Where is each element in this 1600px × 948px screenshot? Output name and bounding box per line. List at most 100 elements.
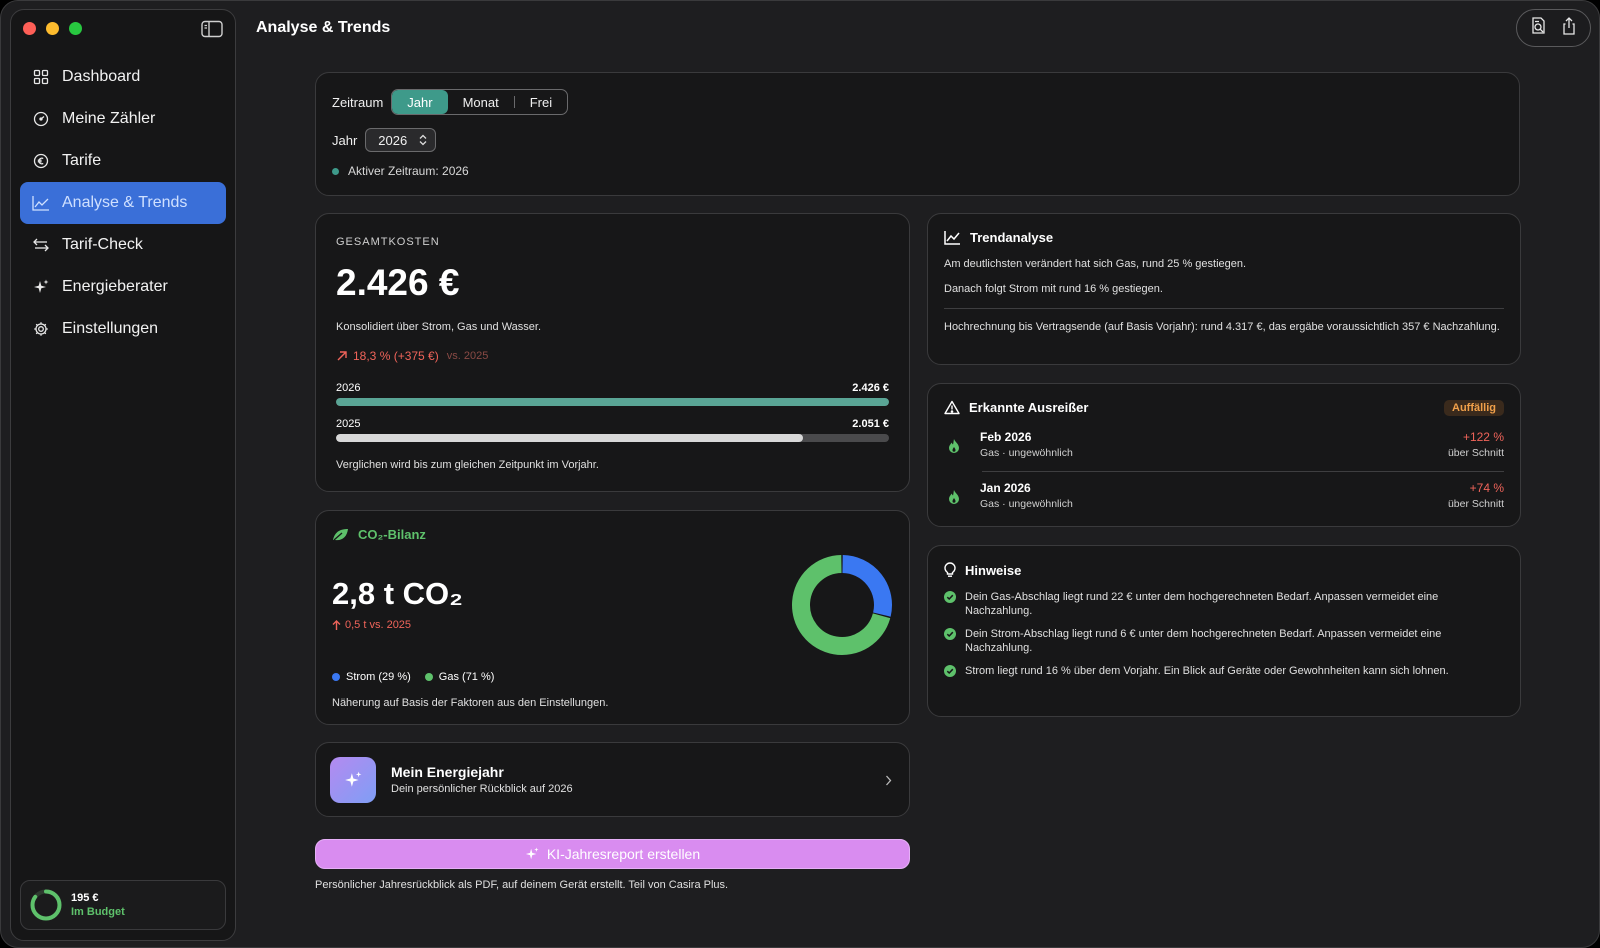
period-segmented-control: Jahr Monat Frei <box>391 89 569 115</box>
hint-item: Dein Strom-Abschlag liegt rund 6 € unter… <box>944 627 1504 655</box>
sidebar-item-label: Dashboard <box>62 68 141 85</box>
cost-row-year: 2026 <box>336 382 361 394</box>
sidebar-item-label: Tarife <box>62 152 102 169</box>
sidebar-item-meine-zaehler[interactable]: Meine Zähler <box>20 98 226 140</box>
traffic-lights <box>23 22 82 35</box>
ki-report-note: Persönlicher Jahresrückblick als PDF, au… <box>315 879 729 891</box>
segment-frei[interactable]: Frei <box>529 94 553 110</box>
period-label: Zeitraum <box>332 94 384 110</box>
gear-icon <box>32 320 50 338</box>
gauge-icon <box>32 110 50 128</box>
legend-label-gas: Gas (71 %) <box>438 671 495 683</box>
sidebar-item-label: Meine Zähler <box>62 110 156 127</box>
budget-ring <box>30 889 62 921</box>
chevron-updown-icon <box>419 134 427 146</box>
sidebar-nav: Dashboard Meine Zähler Tarife Analyse & … <box>20 56 226 350</box>
co2-donut-chart <box>792 555 892 655</box>
energy-year-title: Mein Energiejahr <box>391 764 504 780</box>
cost-bar-fill <box>336 434 804 442</box>
flame-icon <box>949 439 959 453</box>
ki-report-button-label: KI-Jahresreport erstellen <box>546 846 701 862</box>
segment-jahr[interactable]: Jahr <box>392 90 448 114</box>
cost-row-value: 2.426 € <box>852 382 889 394</box>
sidebar-item-dashboard[interactable]: Dashboard <box>20 56 226 98</box>
chart-line-icon <box>32 194 50 212</box>
hints-card: Hinweise Dein Gas-Abschlag liegt rund 22… <box>927 545 1521 717</box>
sidebar-item-tarife[interactable]: Tarife <box>20 140 226 182</box>
co2-heading: CO₂-Bilanz <box>358 527 426 542</box>
sidebar-item-label: Analyse & Trends <box>62 194 188 211</box>
outliers-card: Erkannte Ausreißer Auffällig Feb 2026 Ga… <box>927 383 1521 527</box>
donut-slice-0 <box>841 555 892 617</box>
sparkles-icon <box>345 771 362 787</box>
legend-dot-gas <box>424 673 433 681</box>
trend-forecast: Hochrechnung bis Vertragsende (auf Basis… <box>944 321 1500 333</box>
cost-row-value: 2.051 € <box>852 418 889 430</box>
year-select[interactable]: 2026 <box>365 128 437 152</box>
donut-slice-1 <box>792 555 891 655</box>
legend-label-strom: Strom (29 %) <box>346 671 411 683</box>
costs-subtitle: Konsolidiert über Strom, Gas und Wasser. <box>336 321 542 333</box>
sidebar-item-tarif-check[interactable]: Tarif-Check <box>20 224 226 266</box>
hints-heading: Hinweise <box>965 562 1022 578</box>
energy-year-icon <box>330 757 376 803</box>
budget-amount: 195 € <box>71 892 99 904</box>
co2-card: CO₂-Bilanz 2,8 t CO₂ 0,5 t vs. 2025 Stro… <box>315 510 910 725</box>
active-period-text: Aktiver Zeitraum: 2026 <box>348 164 469 178</box>
outlier-row: Feb 2026 Gas · ungewöhnlich +122 % über … <box>944 430 1504 466</box>
costs-vs: vs. 2025 <box>446 350 489 362</box>
close-window-button[interactable] <box>23 22 36 35</box>
sidebar-item-label: Energieberater <box>62 278 168 295</box>
hint-item: Strom liegt rund 16 % über dem Vorjahr. … <box>944 664 1504 678</box>
share-icon[interactable] <box>1559 16 1579 41</box>
year-label: Jahr <box>332 132 358 148</box>
leaf-icon <box>333 528 348 540</box>
cost-row-2026: 2026 2.426 € <box>336 382 889 406</box>
sidebar-item-einstellungen[interactable]: Einstellungen <box>20 308 226 350</box>
sparkles-icon <box>525 847 539 860</box>
co2-change: 0,5 t vs. 2025 <box>345 619 412 631</box>
co2-note: Näherung auf Basis der Faktoren aus den … <box>332 697 609 709</box>
cost-bar-2026 <box>336 398 889 406</box>
trend-line-1: Am deutlichsten verändert hat sich Gas, … <box>944 258 1247 270</box>
hints-list: Dein Gas-Abschlag liegt rund 22 € unter … <box>944 590 1504 678</box>
active-dot <box>332 167 339 175</box>
segment-monat[interactable]: Monat <box>462 94 499 110</box>
outlier-delta: +74 % <box>1469 481 1504 495</box>
zoom-window-button[interactable] <box>69 22 82 35</box>
sidebar-item-analyse-trends[interactable]: Analyse & Trends <box>20 182 226 224</box>
period-card: Zeitraum Jahr Monat Frei Jahr 2026 Aktiv… <box>315 72 1520 196</box>
report-search-icon[interactable] <box>1528 16 1548 41</box>
arrow-up-icon <box>332 619 341 630</box>
euro-icon <box>32 152 50 170</box>
budget-widget[interactable]: 195 € Im Budget <box>20 880 226 930</box>
lightbulb-icon <box>944 562 956 577</box>
energy-year-card[interactable]: Mein Energiejahr Dein persönlicher Rückb… <box>315 742 910 817</box>
chart-line-icon <box>944 231 960 245</box>
year-select-value: 2026 <box>378 132 408 148</box>
toolbar-buttons <box>1516 9 1591 47</box>
sidebar: Dashboard Meine Zähler Tarife Analyse & … <box>10 9 236 941</box>
sidebar-item-label: Einstellungen <box>62 320 159 337</box>
ki-report-button[interactable]: KI-Jahresreport erstellen <box>315 839 910 869</box>
sparkles-icon <box>32 278 50 296</box>
arrows-swap-icon <box>32 236 50 254</box>
outlier-rel: über Schnitt <box>1447 498 1504 510</box>
check-circle-icon <box>944 665 956 677</box>
arrow-up-right-icon <box>337 351 347 361</box>
cost-row-year: 2025 <box>336 418 361 430</box>
hint-text: Dein Gas-Abschlag liegt rund 22 € unter … <box>965 591 1439 617</box>
chevron-right-icon <box>886 775 892 786</box>
minimize-window-button[interactable] <box>46 22 59 35</box>
flame-icon <box>949 490 959 504</box>
sidebar-toggle-icon[interactable] <box>201 20 223 38</box>
hint-item: Dein Gas-Abschlag liegt rund 22 € unter … <box>944 590 1504 618</box>
sidebar-item-energieberater[interactable]: Energieberater <box>20 266 226 308</box>
costs-heading: GESAMTKOSTEN <box>336 236 440 248</box>
co2-legend: Strom (29 %) Gas (71 %) <box>332 671 494 683</box>
outlier-desc: Gas · ungewöhnlich <box>980 447 1073 459</box>
outliers-heading: Erkannte Ausreißer <box>969 400 1089 415</box>
outliers-badge: Auffällig <box>1444 400 1504 416</box>
outlier-rel: über Schnitt <box>1447 447 1504 459</box>
